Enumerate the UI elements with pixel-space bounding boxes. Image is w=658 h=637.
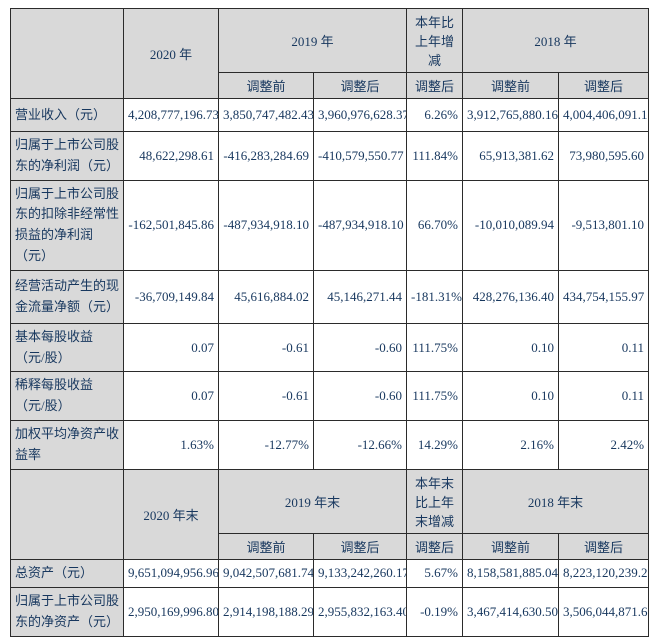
value-change: -0.19%: [406, 586, 464, 637]
value-change: 14.29%: [406, 419, 464, 470]
value-2018-after: -9,513,801.10: [558, 179, 650, 271]
table-row-operating-cash-flow: 经营活动产生的现金流量净额（元） -36,709,149.84 45,616,8…: [10, 269, 650, 324]
subheader-change-adj-after: 调整后: [406, 72, 464, 99]
row-label: 归属于上市公司股东的净资产（元）: [10, 586, 124, 637]
value-2019-before: 45,616,884.02: [218, 269, 314, 324]
value-2020: -36,709,149.84: [123, 269, 219, 324]
value-2019-after: -487,934,918.10: [312, 179, 408, 271]
col-header-2020: 2020 年: [123, 8, 219, 99]
value-2018-after: 4,004,406,091.13: [558, 98, 650, 132]
value-2020: 9,651,094,956.96: [123, 558, 219, 588]
subheader-change-adj-after: 调整后: [406, 532, 464, 560]
value-2018-before: 65,913,381.62: [462, 131, 560, 181]
subheader-2018-adj-after: 调整后: [558, 72, 650, 99]
col-header-2019: 2019 年: [217, 8, 408, 73]
table-row-total-assets: 总资产（元） 9,651,094,956.96 9,042,507,681.74…: [10, 558, 650, 588]
value-2019-after: 9,133,242,260.17: [312, 558, 408, 588]
table-row-revenue: 营业收入（元） 4,208,777,196.73 3,850,747,482.4…: [10, 98, 650, 132]
value-change: -181.31%: [406, 269, 464, 324]
col-header-2018: 2018 年: [462, 8, 650, 73]
value-2019-after: -0.60: [312, 322, 408, 373]
value-2018-before: 0.10: [462, 322, 560, 373]
col-header-2020-yearend: 2020 年末: [123, 468, 219, 560]
yearend-header-row-1: 2020 年末 2019 年末 本年末比上年末增减 2018 年末: [10, 468, 650, 560]
value-2019-before: -12.77%: [218, 419, 314, 470]
value-2020: -162,501,845.86: [123, 179, 219, 271]
row-label: 基本每股收益（元/股）: [10, 322, 124, 373]
subheader-2019-adj-after: 调整后: [312, 72, 408, 99]
value-2020: 48,622,298.61: [123, 131, 219, 181]
value-2019-before: -487,934,918.10: [218, 179, 314, 271]
value-2018-before: 0.10: [462, 371, 560, 421]
subheader-2019-adj-before: 调整前: [218, 532, 314, 560]
value-2020: 1.63%: [123, 419, 219, 470]
value-2018-after: 73,980,595.60: [558, 131, 650, 181]
financial-summary-table: 2020 年 2019 年 本年比上年增减 2018 年 调整前 调整后 调整后…: [10, 8, 650, 637]
col-header-2018-yearend: 2018 年末: [462, 468, 650, 534]
value-2020: 0.07: [123, 322, 219, 373]
row-label: 加权平均净资产收益率: [10, 419, 124, 470]
value-2018-after: 0.11: [558, 322, 650, 373]
value-2020: 0.07: [123, 371, 219, 421]
value-2019-after: -12.66%: [312, 419, 408, 470]
col-header-yearend-change: 本年末比上年末增减: [406, 468, 464, 534]
table-row-diluted-eps: 稀释每股收益（元/股） 0.07 -0.61 -0.60 111.75% 0.1…: [10, 371, 650, 421]
table-row-net-profit: 归属于上市公司股东的净利润（元） 48,622,298.61 -416,283,…: [10, 131, 650, 181]
value-2018-after: 3,506,044,871.69: [558, 586, 650, 637]
row-label: 营业收入（元）: [10, 98, 124, 132]
subheader-2018-adj-before: 调整前: [462, 72, 560, 99]
value-2018-before: 428,276,136.40: [462, 269, 560, 324]
value-2019-before: 2,914,198,188.29: [218, 586, 314, 637]
value-2018-before: 3,467,414,630.50: [462, 586, 560, 637]
table-row-basic-eps: 基本每股收益（元/股） 0.07 -0.61 -0.60 111.75% 0.1…: [10, 322, 650, 373]
value-2018-after: 434,754,155.97: [558, 269, 650, 324]
value-2018-after: 2.42%: [558, 419, 650, 470]
value-2019-before: 3,850,747,482.43: [218, 98, 314, 132]
value-2019-after: 3,960,976,628.37: [312, 98, 408, 132]
col-header-2019-yearend: 2019 年末: [217, 468, 408, 534]
blank-corner-cell: [10, 468, 124, 560]
value-2018-before: 2.16%: [462, 419, 560, 470]
value-change: 66.70%: [406, 179, 464, 271]
subheader-2019-adj-before: 调整前: [218, 72, 314, 99]
table-row-net-profit-excl-nonrecurring: 归属于上市公司股东的扣除非经常性损益的净利润（元） -162,501,845.8…: [10, 179, 650, 271]
value-2018-after: 8,223,120,239.21: [558, 558, 650, 588]
row-label: 经营活动产生的现金流量净额（元）: [10, 269, 124, 324]
value-2018-before: -10,010,089.94: [462, 179, 560, 271]
blank-corner-cell: [10, 8, 124, 99]
table-row-net-assets: 归属于上市公司股东的净资产（元） 2,950,169,996.80 2,914,…: [10, 586, 650, 637]
row-label: 稀释每股收益（元/股）: [10, 371, 124, 421]
subheader-2018-adj-after: 调整后: [558, 532, 650, 560]
value-2020: 2,950,169,996.80: [123, 586, 219, 637]
table-row-weighted-avg-roe: 加权平均净资产收益率 1.63% -12.77% -12.66% 14.29% …: [10, 419, 650, 470]
value-2019-after: -410,579,550.77: [312, 131, 408, 181]
value-2019-after: 45,146,271.44: [312, 269, 408, 324]
value-change: 111.75%: [406, 322, 464, 373]
report-page: 2020 年 2019 年 本年比上年增减 2018 年 调整前 调整后 调整后…: [10, 8, 650, 637]
value-change: 111.75%: [406, 371, 464, 421]
subheader-2018-adj-before: 调整前: [462, 532, 560, 560]
row-label: 总资产（元）: [10, 558, 124, 588]
row-label: 归属于上市公司股东的净利润（元）: [10, 131, 124, 181]
row-label: 归属于上市公司股东的扣除非经常性损益的净利润（元）: [10, 179, 124, 271]
value-change: 6.26%: [406, 98, 464, 132]
yearend-header-row-2: 调整前 调整后 调整后 调整前 调整后: [11, 532, 650, 560]
value-2019-before: -0.61: [218, 371, 314, 421]
value-2018-after: 0.11: [558, 371, 650, 421]
value-2019-after: -0.60: [312, 371, 408, 421]
value-2019-before: 9,042,507,681.74: [218, 558, 314, 588]
value-change: 111.84%: [406, 131, 464, 181]
value-2019-after: 2,955,832,163.40: [312, 586, 408, 637]
subheader-2019-adj-after: 调整后: [312, 532, 408, 560]
value-2019-before: -0.61: [218, 322, 314, 373]
annual-header-row-1: 2020 年 2019 年 本年比上年增减 2018 年: [10, 8, 650, 99]
value-change: 5.67%: [406, 558, 464, 588]
value-2019-before: -416,283,284.69: [218, 131, 314, 181]
value-2020: 4,208,777,196.73: [123, 98, 219, 132]
value-2018-before: 3,912,765,880.16: [462, 98, 560, 132]
col-header-change: 本年比上年增减: [406, 8, 464, 73]
value-2018-before: 8,158,581,885.04: [462, 558, 560, 588]
annual-header-row-2: 调整前 调整后 调整后 调整前 调整后: [11, 72, 650, 99]
